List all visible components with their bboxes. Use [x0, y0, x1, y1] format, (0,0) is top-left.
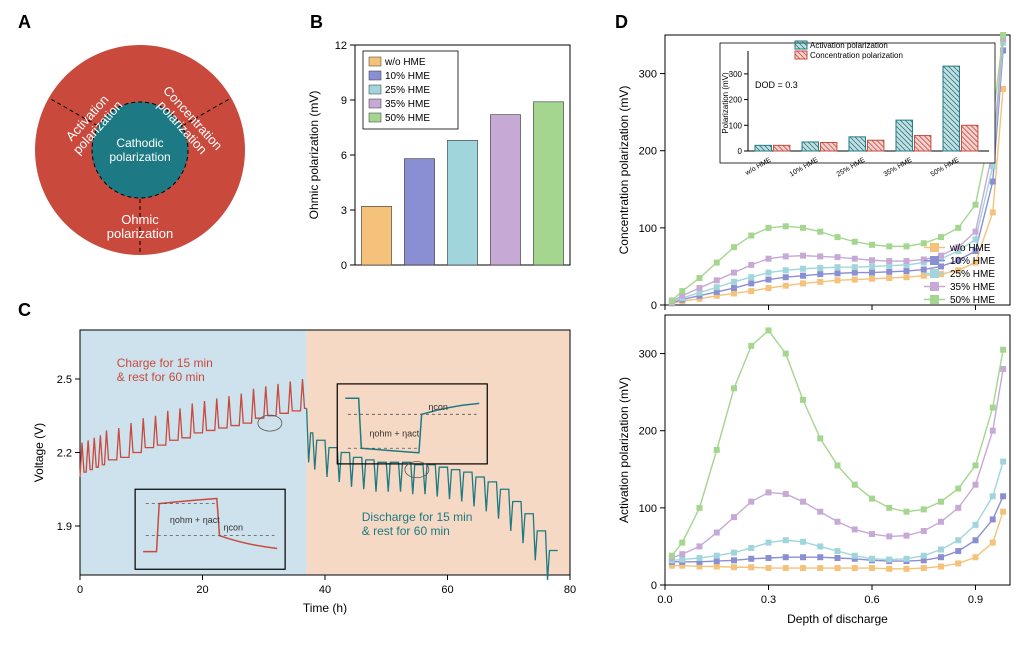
svg-text:0.0: 0.0 [657, 594, 672, 606]
svg-text:100: 100 [639, 223, 657, 235]
svg-text:Charge for 15 min: Charge for 15 min [117, 356, 213, 370]
panel-c-label: C [18, 300, 31, 321]
svg-text:80: 80 [564, 584, 576, 596]
svg-text:6: 6 [341, 150, 347, 162]
svg-text:Concentration polarization (mV: Concentration polarization (mV) [617, 86, 631, 255]
svg-text:10% HME: 10% HME [385, 71, 430, 82]
svg-text:100: 100 [639, 503, 657, 515]
svg-text:ηohm + ηact: ηohm + ηact [369, 429, 419, 439]
svg-text:& rest for 60 min: & rest for 60 min [362, 524, 450, 538]
svg-text:12: 12 [335, 40, 347, 52]
svg-text:ηohm + ηact: ηohm + ηact [170, 515, 220, 525]
svg-text:ηcon: ηcon [224, 523, 244, 533]
svg-text:0: 0 [738, 147, 743, 156]
svg-text:2.5: 2.5 [57, 374, 72, 386]
svg-text:Activation polarization (mV): Activation polarization (mV) [617, 377, 631, 523]
panel-b: 0 3 6 9 12 Ohmic polarization (mV) w/o HME 10% … [300, 35, 580, 285]
svg-text:Activation polarization: Activation polarization [810, 41, 888, 50]
svg-text:25% HME: 25% HME [950, 269, 995, 280]
svg-text:Polarization (mV): Polarization (mV) [721, 72, 730, 134]
svg-text:Discharge for 15 min: Discharge for 15 min [362, 510, 473, 524]
svg-text:Ohmic polarization (mV): Ohmic polarization (mV) [307, 91, 321, 220]
svg-text:50% HME: 50% HME [950, 295, 995, 306]
svg-text:0.6: 0.6 [864, 594, 879, 606]
svg-text:0.3: 0.3 [761, 594, 776, 606]
panel-c: 0 20 40 60 80 1.9 2.2 2.5 Time (h) Voltage (V) Cha… [25, 320, 580, 620]
svg-text:200: 200 [729, 96, 743, 105]
panel-a-label: A [18, 12, 31, 33]
svg-text:300: 300 [639, 69, 657, 81]
svg-text:9: 9 [341, 95, 347, 107]
svg-text:0: 0 [651, 580, 657, 592]
svg-text:50% HME: 50% HME [385, 113, 430, 124]
svg-text:w/o HME: w/o HME [384, 57, 426, 68]
svg-text:Time (h): Time (h) [303, 601, 347, 615]
svg-text:2.2: 2.2 [57, 448, 72, 460]
svg-text:100: 100 [729, 121, 743, 130]
svg-text:w/o HME: w/o HME [949, 243, 991, 254]
svg-text:Depth of discharge: Depth of discharge [787, 612, 888, 626]
svg-text:40: 40 [319, 584, 331, 596]
svg-text:300: 300 [639, 349, 657, 361]
svg-text:200: 200 [639, 426, 657, 438]
svg-text:1.9: 1.9 [57, 521, 72, 533]
svg-text:0: 0 [77, 584, 83, 596]
panel-d: 0 100 200 300 Concentration polarization (mV… [610, 25, 1020, 635]
panel-a: Activationpolarization Concentrationpola… [25, 35, 255, 265]
svg-text:ηcon: ηcon [428, 402, 448, 412]
svg-text:DOD = 0.3: DOD = 0.3 [755, 80, 798, 90]
svg-text:0: 0 [341, 260, 347, 272]
svg-text:20: 20 [196, 584, 208, 596]
svg-text:0.9: 0.9 [968, 594, 983, 606]
svg-text:300: 300 [729, 70, 743, 79]
panel-b-label: B [310, 12, 323, 33]
svg-text:& rest for 60 min: & rest for 60 min [117, 370, 205, 384]
svg-text:10% HME: 10% HME [950, 256, 995, 267]
center-label: Cathodicpolarization [109, 136, 170, 164]
svg-text:3: 3 [341, 205, 347, 217]
svg-text:35% HME: 35% HME [385, 99, 430, 110]
svg-text:60: 60 [441, 584, 453, 596]
svg-text:35% HME: 35% HME [950, 282, 995, 293]
svg-text:200: 200 [639, 146, 657, 158]
svg-text:25% HME: 25% HME [385, 85, 430, 96]
svg-text:Concentration polarization: Concentration polarization [810, 51, 903, 60]
svg-text:Voltage (V): Voltage (V) [32, 423, 46, 482]
svg-text:0: 0 [651, 300, 657, 312]
